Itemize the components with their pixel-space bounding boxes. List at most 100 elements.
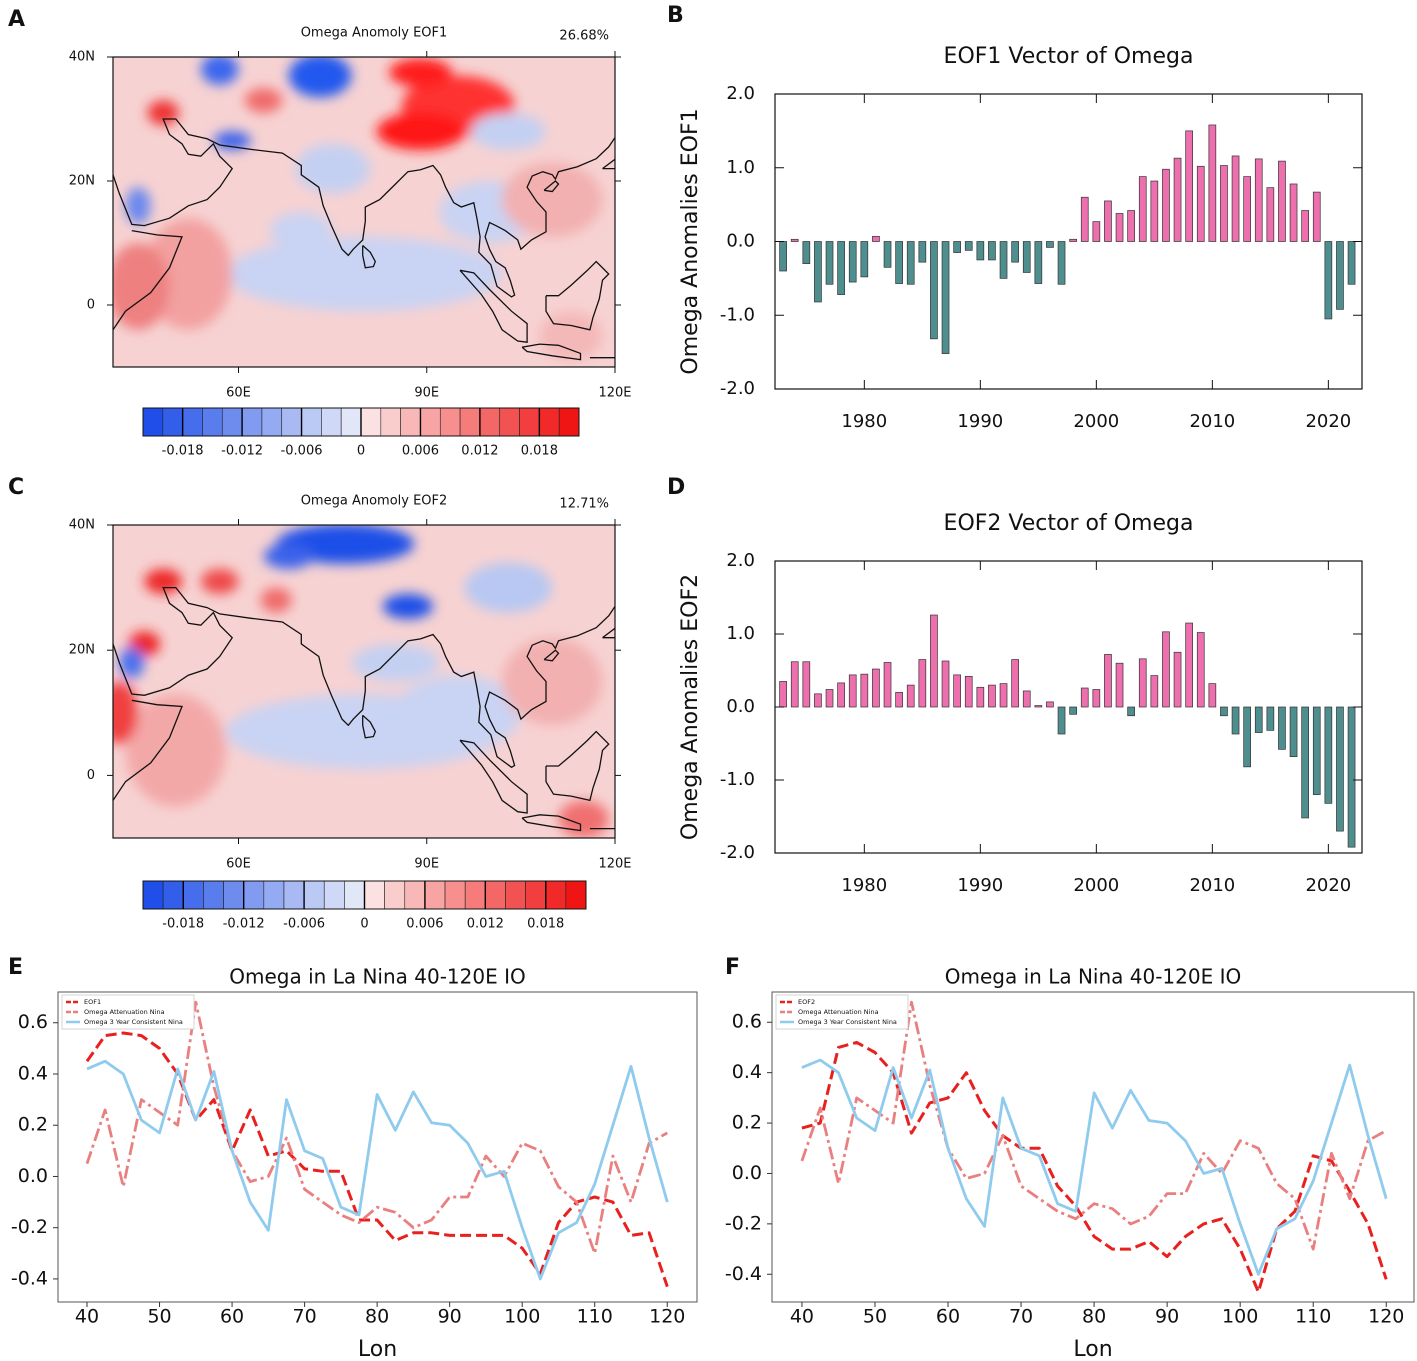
- panel-label: B: [667, 3, 684, 28]
- series-line: [801, 1040, 1388, 1294]
- bar: [1196, 632, 1205, 708]
- bar: [918, 659, 927, 708]
- map-title: Omega Anomoly EOF1: [301, 26, 448, 41]
- bar: [1150, 180, 1159, 242]
- y-tick-label: 0.0: [18, 1165, 48, 1187]
- bar: [906, 684, 915, 708]
- y-tick-label: 20N: [69, 174, 95, 189]
- colorbar-box: [243, 880, 265, 910]
- series-line: [86, 1059, 669, 1281]
- anomaly-blob: [125, 694, 226, 807]
- series-line: [85, 1031, 669, 1288]
- anomaly-blob: [389, 58, 452, 87]
- bar: [1127, 210, 1135, 242]
- legend-label: Omega 3 Year Consistent Nina: [798, 1018, 897, 1026]
- anomaly-blob: [125, 187, 151, 225]
- colorbar-box: [182, 880, 204, 910]
- coastline: [521, 343, 582, 361]
- x-tick-label: 70: [1009, 1306, 1033, 1328]
- bar: [1266, 187, 1275, 242]
- coastline: [602, 626, 615, 639]
- bar: [1092, 221, 1101, 242]
- bar: [848, 241, 857, 283]
- bar: [1022, 690, 1031, 708]
- bar: [1150, 675, 1159, 708]
- bar: [1115, 213, 1124, 242]
- anomaly-blob: [225, 236, 503, 312]
- y-tick-label: -0.4: [725, 1263, 762, 1285]
- x-tick-label: 60E: [226, 386, 251, 401]
- colorbar-box: [420, 407, 441, 437]
- bar: [1173, 157, 1182, 242]
- bar: [1208, 683, 1217, 708]
- bar: [988, 241, 996, 261]
- colorbar-box: [241, 407, 263, 437]
- anomaly-blob: [263, 543, 314, 569]
- y-tick-label: 0.0: [726, 696, 755, 717]
- bar: [802, 241, 811, 264]
- x-tick-label: 90E: [414, 857, 439, 872]
- bar: [1046, 701, 1054, 708]
- colorbar-box: [464, 880, 486, 910]
- bar: [1127, 706, 1135, 717]
- coastline: [545, 260, 610, 331]
- map-frame: [112, 524, 616, 839]
- bar: [1336, 706, 1344, 832]
- anomaly-blob: [464, 562, 553, 613]
- bar: [895, 692, 903, 708]
- colorbar-box: [340, 407, 362, 437]
- colorbar-box: [323, 880, 345, 910]
- y-tick-label: 0.4: [18, 1062, 48, 1084]
- coastline: [545, 730, 610, 802]
- x-tick-label: 80: [365, 1306, 389, 1328]
- bar: [860, 673, 869, 708]
- y-axis-label: Omega Anomalies EOF1: [678, 108, 703, 374]
- colorbar-tick-label: 0.018: [527, 917, 564, 932]
- bar: [941, 241, 950, 354]
- y-tick-label: -0.2: [725, 1212, 762, 1234]
- x-tick-label: 110: [1295, 1306, 1331, 1328]
- x-tick-label: 60: [220, 1306, 244, 1328]
- coastline: [113, 586, 615, 769]
- y-tick-label: 0: [87, 298, 95, 313]
- colorbar-box: [221, 407, 243, 437]
- bar: [872, 235, 880, 242]
- legend-label: Omega Attenuation Nina: [84, 1008, 165, 1016]
- colorbar-box: [444, 880, 466, 910]
- y-tick-label: -0.4: [11, 1267, 48, 1289]
- bar: [872, 668, 880, 708]
- bar: [964, 675, 973, 708]
- y-tick-label: 20N: [69, 643, 95, 658]
- x-tick-label: 2020: [1305, 875, 1351, 896]
- panel-label: A: [8, 7, 25, 32]
- x-tick-label: 40: [790, 1306, 814, 1328]
- x-axis-label: Lon: [358, 1337, 397, 1361]
- bar: [1312, 191, 1321, 242]
- anomaly-blob: [119, 647, 145, 679]
- anomaly-blob: [376, 112, 465, 150]
- bar: [1347, 706, 1356, 848]
- bar: [941, 660, 950, 708]
- coastline: [543, 180, 560, 193]
- x-tick-label: 2000: [1073, 875, 1119, 896]
- colorbar-box: [424, 880, 446, 910]
- chart-title: Omega in La Nina 40-120E IO: [229, 965, 525, 989]
- colorbar-box: [223, 880, 244, 910]
- coastline: [113, 699, 183, 801]
- bar: [1196, 165, 1205, 242]
- bar: [1208, 124, 1217, 242]
- colorbar-box: [364, 880, 385, 910]
- x-tick-label: 120E: [598, 857, 631, 872]
- anomaly-blob: [200, 568, 239, 594]
- x-tick-label: 90: [438, 1306, 462, 1328]
- bar: [1104, 654, 1112, 708]
- coastline: [113, 118, 615, 298]
- anomaly-blob: [502, 162, 603, 237]
- bar: [825, 241, 834, 285]
- colorbar-box: [485, 880, 506, 910]
- legend-label: EOF2: [798, 998, 815, 1006]
- x-tick-label: 1990: [957, 875, 1003, 896]
- bar: [1243, 176, 1251, 242]
- colorbar-box: [525, 880, 547, 910]
- bar: [1324, 706, 1333, 804]
